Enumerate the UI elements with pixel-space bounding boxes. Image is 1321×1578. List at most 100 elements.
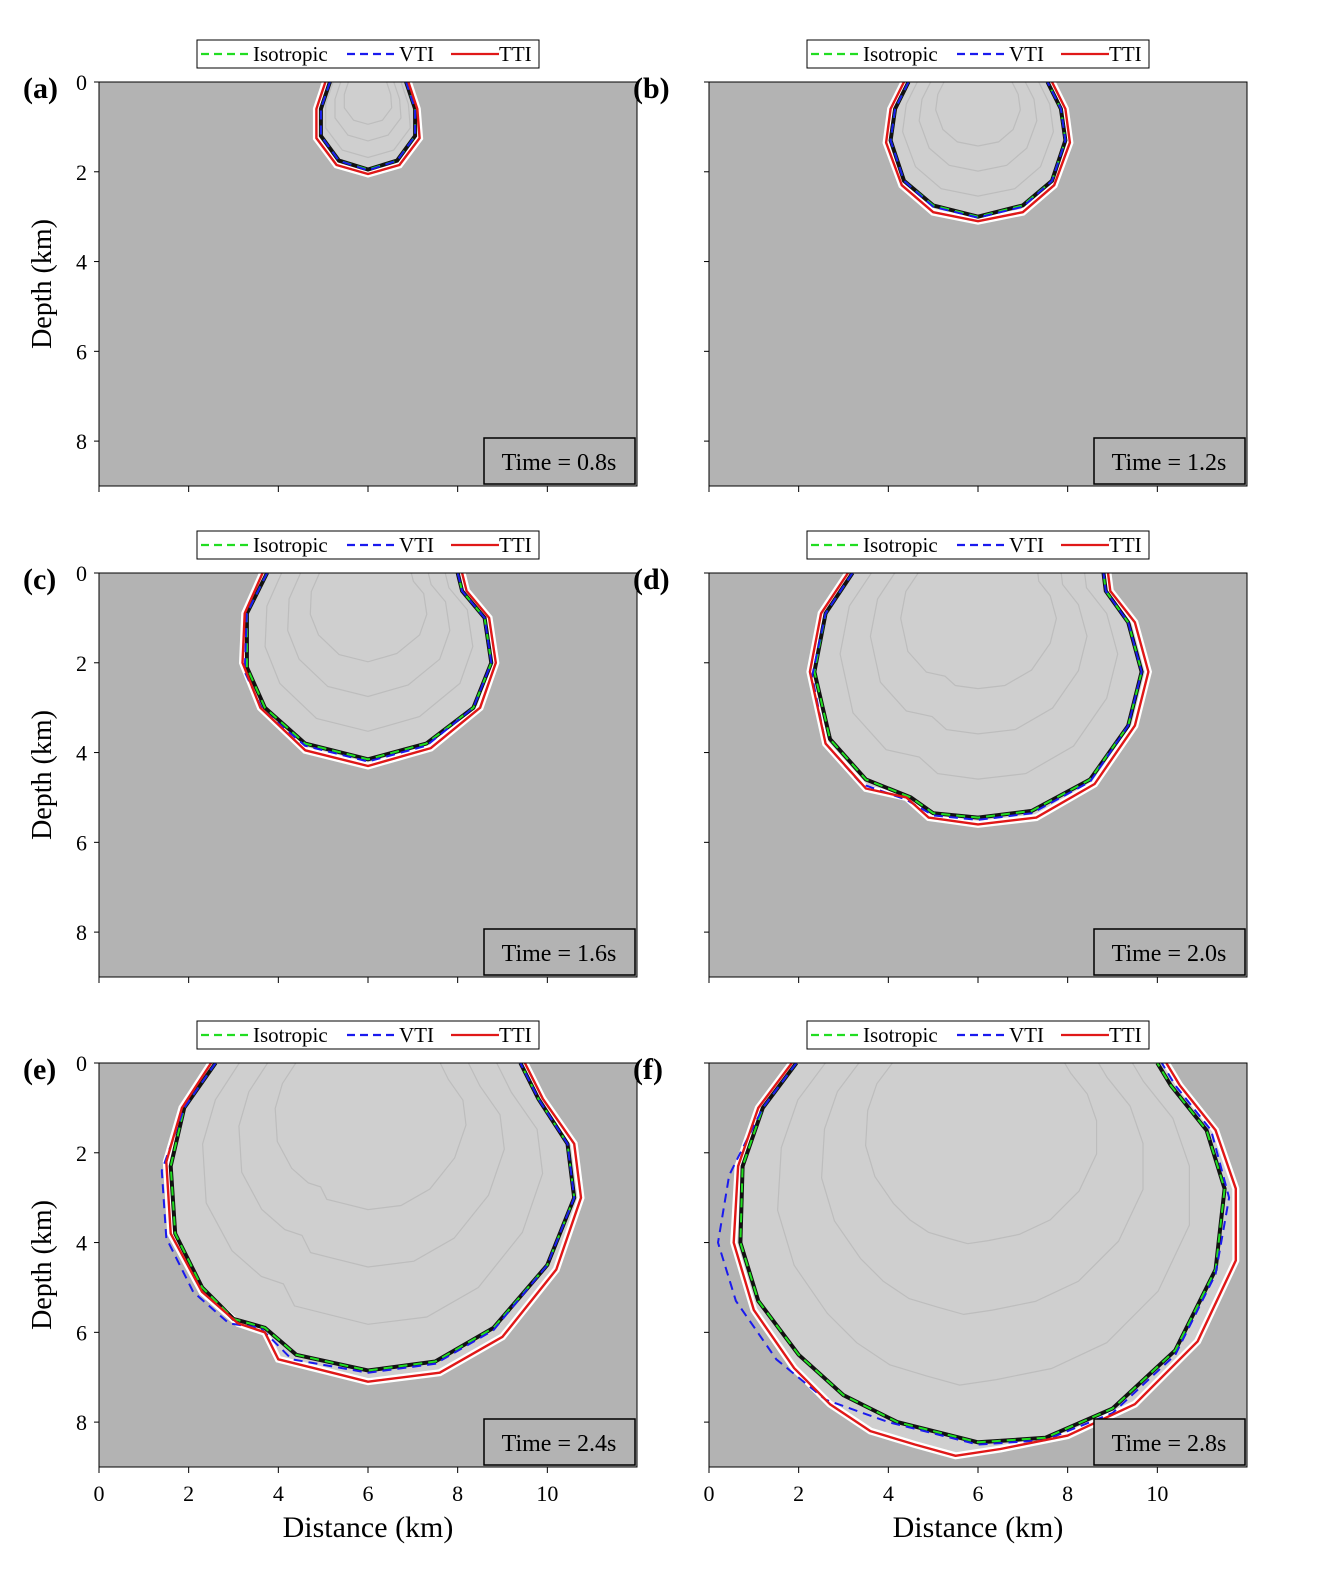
legend-label-isotropic: Isotropic <box>253 1023 328 1047</box>
wavefield-interior <box>809 573 1149 825</box>
wavefield-interior <box>166 1063 582 1382</box>
time-label: Time = 2.0s <box>1112 941 1227 967</box>
wavefield-ripple <box>918 82 1038 172</box>
x-axis-label: Distance (km) <box>893 1511 1064 1544</box>
legend-label-tti: TTI <box>1109 1023 1142 1047</box>
x-tick-label: 2 <box>183 1481 194 1506</box>
y-tick-label: 2 <box>76 160 87 185</box>
wavefield-ripple <box>776 1063 1190 1386</box>
y-tick-label: 0 <box>76 1051 87 1076</box>
y-tick-label: 8 <box>76 920 87 945</box>
time-label: Time = 1.2s <box>1112 450 1227 476</box>
wavefield-ripple <box>901 82 1055 197</box>
time-box <box>483 437 636 485</box>
time-annotation: Time = 2.0s <box>1093 928 1246 976</box>
y-tick-label: 0 <box>76 70 87 95</box>
series-line-tti <box>165 1063 583 1383</box>
legend-label-tti: TTI <box>499 42 532 66</box>
time-annotation: Time = 2.4s <box>483 1418 636 1466</box>
legend: Isotropic VTI TTI <box>806 39 1150 69</box>
x-tick-label: 0 <box>704 1481 715 1506</box>
series-line-vti <box>319 82 417 172</box>
x-tick-label: 0 <box>94 1481 105 1506</box>
wavefield-ripple <box>309 573 428 663</box>
y-tick-label: 8 <box>76 429 87 454</box>
wavefield-ripple <box>201 1063 544 1325</box>
x-tick-label: 2 <box>793 1481 804 1506</box>
time-label: Time = 1.6s <box>502 941 617 967</box>
legend-label-isotropic: Isotropic <box>863 533 938 557</box>
time-annotation: Time = 1.6s <box>483 928 636 976</box>
time-label: Time = 0.8s <box>502 450 617 476</box>
legend-label-isotropic: Isotropic <box>863 1023 938 1047</box>
legend-label-vti: VTI <box>1009 533 1044 557</box>
wavefield-group <box>882 82 1074 225</box>
y-tick-label: 6 <box>76 339 87 364</box>
time-annotation: Time = 2.8s <box>1093 1418 1246 1466</box>
time-box <box>483 1418 636 1466</box>
panel-letter: (c) <box>23 563 56 596</box>
y-tick-label: 4 <box>76 741 87 766</box>
legend: Isotropic VTI TTI <box>806 1020 1150 1050</box>
series-line-vti <box>160 1063 576 1374</box>
panel-letter: (d) <box>633 563 670 596</box>
y-tick-label: 8 <box>76 1410 87 1435</box>
wavefield-group <box>160 1063 585 1386</box>
legend-label-tti: TTI <box>1109 533 1142 557</box>
y-tick-label: 6 <box>76 1320 87 1345</box>
time-box <box>1093 928 1246 976</box>
panel-f: 0 2 4 6 8 10 Distance (km) (f) Time = 2.8s Isotro… <box>633 1020 1248 1544</box>
wavefield-ripple <box>343 82 393 125</box>
wavefield-ripple <box>287 573 451 698</box>
panel-letter: (b) <box>633 72 670 105</box>
x-tick-label: 4 <box>883 1481 894 1506</box>
wavefield-interior <box>316 82 420 174</box>
x-tick-label: 8 <box>1062 1481 1073 1506</box>
time-annotation: Time = 0.8s <box>483 437 636 485</box>
legend-label-vti: VTI <box>1009 42 1044 66</box>
wavefield-group <box>238 573 500 770</box>
wavefield-ripple <box>325 82 411 159</box>
wavefield-ripple <box>820 1063 1144 1316</box>
wavefield-group <box>312 82 424 178</box>
series-line-isotropic <box>739 1063 1226 1444</box>
wavefield-ripple <box>869 573 1088 735</box>
panel-c: 0 2 4 6 8 Depth (km) (c) Time = 1.6s Isotropic VT… <box>23 530 638 983</box>
series-line-tti <box>732 1063 1237 1457</box>
series-line-tti <box>241 573 497 768</box>
legend-label-vti: VTI <box>1009 1023 1044 1047</box>
x-axis-label: Distance (km) <box>283 1511 454 1544</box>
series-line-tti <box>884 82 1072 223</box>
time-annotation: Time = 1.2s <box>1093 437 1246 485</box>
series-line-tti <box>808 573 1150 826</box>
legend-label-vti: VTI <box>399 42 434 66</box>
wavefield-interior <box>886 82 1070 222</box>
panels-layer: 0 2 4 6 8 Depth (km) (a) Time = 0.8s Isotropic VT… <box>23 39 1248 1544</box>
panel-letter: (e) <box>23 1053 56 1086</box>
y-tick-label: 4 <box>76 250 87 275</box>
legend-label-tti: TTI <box>499 1023 532 1047</box>
legend-label-vti: VTI <box>399 533 434 557</box>
legend-label-isotropic: Isotropic <box>253 42 328 66</box>
x-tick-label: 10 <box>1146 1481 1168 1506</box>
wavefield-group <box>717 1063 1240 1460</box>
time-box <box>483 928 636 976</box>
legend-label-tti: TTI <box>1109 42 1142 66</box>
y-axis-label: Depth (km) <box>27 710 58 840</box>
legend-label-tti: TTI <box>499 533 532 557</box>
legend-label-vti: VTI <box>399 1023 434 1047</box>
x-tick-label: 8 <box>452 1481 463 1506</box>
time-box <box>1093 437 1246 485</box>
legend: Isotropic VTI TTI <box>196 39 540 69</box>
legend: Isotropic VTI TTI <box>196 530 540 560</box>
legend-label-isotropic: Isotropic <box>863 42 938 66</box>
legend: Isotropic VTI TTI <box>806 530 1150 560</box>
wavefield-ripple <box>334 82 402 142</box>
panel-d: (d) Time = 2.0s Isotropic VTI TTI <box>633 530 1248 983</box>
y-tick-label: 6 <box>76 830 87 855</box>
y-axis-label: Depth (km) <box>27 1200 58 1330</box>
series-line-vti <box>243 573 493 763</box>
panel-letter: (a) <box>23 72 58 105</box>
panel-e: 0 2 4 6 8 0 2 4 6 8 10 Depth (km) Distance (km) (e) Ti… <box>23 1020 638 1544</box>
panel-a: 0 2 4 6 8 Depth (km) (a) Time = 0.8s Isotropic VT… <box>23 39 638 492</box>
